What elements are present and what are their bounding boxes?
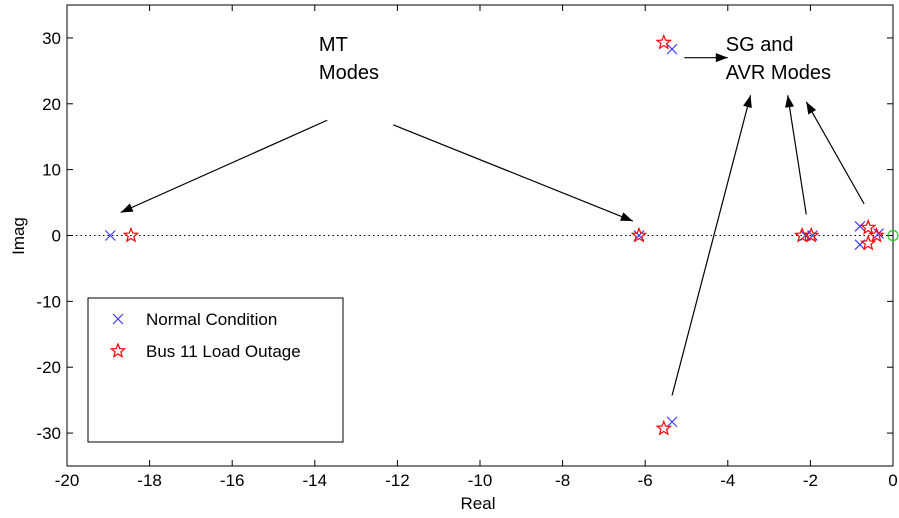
x-tick-label: -14 <box>303 471 328 490</box>
x-tick-label: -18 <box>137 471 162 490</box>
point-pentagram-marker <box>868 226 885 243</box>
legend-marker <box>109 342 127 359</box>
axis-ticks: -20 -18 -16 -14 -12 -10 -8 -6 -4 -2 0-30-20-100102… <box>36 5 898 490</box>
point-pentagram-marker <box>655 33 673 50</box>
x-tick-label: -6 <box>638 471 653 490</box>
x-tick-label: 0 <box>888 471 897 490</box>
point-pentagram-marker <box>802 226 820 243</box>
annotation-text-sg: AVR Modes <box>726 62 831 84</box>
point-circle-marker <box>887 229 899 242</box>
annotation-arrow <box>393 124 634 222</box>
point-pentagram-marker <box>122 226 140 243</box>
x-tick-label: -4 <box>720 471 735 490</box>
point-x-marker <box>666 416 678 428</box>
point-pentagram-marker <box>655 419 673 436</box>
legend-marker <box>112 313 124 325</box>
legend: Normal Condition Bus 11 Load Outage <box>87 297 344 443</box>
x-tick-label: -20 <box>55 471 80 490</box>
legend-box <box>87 297 344 443</box>
annotation-text-sg: SG and <box>726 34 794 56</box>
point-x-marker <box>854 220 866 232</box>
annotation-text-mt: Modes <box>319 62 379 84</box>
point-x-marker <box>666 43 678 55</box>
y-tick-label: 0 <box>52 227 61 246</box>
legend-entry-label: Bus 11 Load Outage <box>146 342 301 361</box>
point-x-marker <box>807 230 818 241</box>
annotation-arrow <box>805 101 865 205</box>
legend-entry-label: Normal Condition <box>146 310 277 329</box>
y-tick-label: -30 <box>36 424 61 443</box>
x-tick-label: -2 <box>803 471 818 490</box>
point-pentagram-marker <box>859 218 877 235</box>
x-axis-label: Real <box>461 494 496 513</box>
y-axis-label: Imag <box>9 217 28 255</box>
point-pentagram-marker <box>630 226 648 243</box>
x-tick-label: -10 <box>468 471 493 490</box>
data-points <box>104 33 899 436</box>
annotation-arrow <box>684 53 728 63</box>
y-tick-label: -10 <box>36 292 61 311</box>
annotation-arrow <box>785 95 807 215</box>
annotation-text-mt: MT <box>319 34 348 56</box>
annotation-arrow <box>120 119 328 213</box>
x-tick-label: -16 <box>220 471 245 490</box>
y-tick-label: -20 <box>36 358 61 377</box>
y-tick-label: 20 <box>42 95 61 114</box>
y-tick-label: 30 <box>42 29 61 48</box>
y-tick-label: 10 <box>42 161 61 180</box>
x-tick-label: -8 <box>555 471 570 490</box>
point-x-marker <box>104 230 116 241</box>
annotation-arrow <box>671 95 752 396</box>
annotations: MT Modes SG and AVR Modes <box>120 34 865 396</box>
x-tick-label: -12 <box>385 471 410 490</box>
